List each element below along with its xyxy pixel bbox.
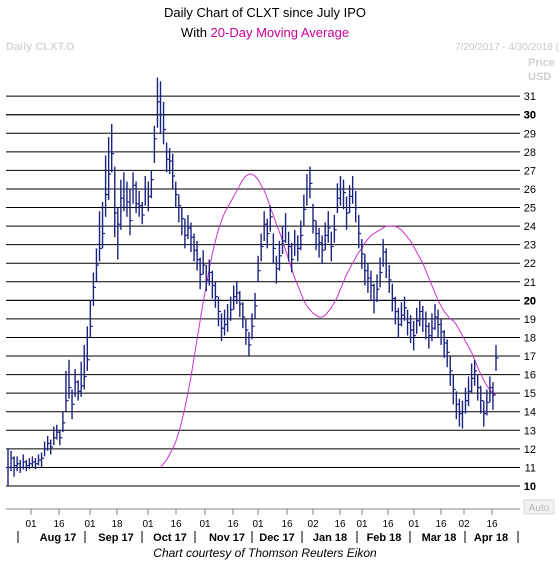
x-tick-label: 16 <box>435 519 447 530</box>
x-axis-ticks: 01 16 01 18 01 16 01 16 01 16 02 16 01 16 01 16 02 16 <box>25 509 498 530</box>
y-tick-label: 20 <box>524 295 536 307</box>
x-tick-label: 01 <box>199 519 211 530</box>
price-axis-label: Price <box>528 57 555 69</box>
chart-title: Daily Chart of CLXT since July IPO <box>164 5 366 20</box>
y-tick-label: 22 <box>524 258 536 270</box>
y-tick-label: 15 <box>524 388 536 400</box>
x-tick-label: 01 <box>408 519 420 530</box>
chart-subtitle-highlight: 20-Day Moving Average <box>211 25 350 40</box>
chart-subtitle-prefix: With <box>181 25 211 40</box>
x-tick-label: 01 <box>142 519 154 530</box>
x-tick-label: 01 <box>25 519 37 530</box>
y-tick-label: 24 <box>524 221 536 233</box>
grid-lines <box>6 95 520 487</box>
y-tick-label: 17 <box>524 351 536 363</box>
month-label: Oct 17 <box>153 532 187 544</box>
y-tick-label: 13 <box>524 425 536 437</box>
auto-button-label: Auto <box>529 503 550 514</box>
x-tick-label: 16 <box>227 519 239 530</box>
y-tick-label: 26 <box>524 184 536 196</box>
price-bars-series <box>7 77 499 487</box>
x-tick-label: 16 <box>486 519 498 530</box>
y-tick-label: 31 <box>524 91 536 103</box>
chart-subtitle: With 20-Day Moving Average <box>181 25 349 40</box>
y-tick-label: 21 <box>524 277 536 289</box>
moving-average-series <box>160 173 497 468</box>
auto-button[interactable] <box>523 499 555 515</box>
x-tick-label: 01 <box>84 519 96 530</box>
symbol-label: Daily CLXT.O <box>6 41 75 53</box>
y-tick-label: 20 <box>524 295 536 307</box>
x-tick-label: 01 <box>252 519 264 530</box>
x-tick-label: 16 <box>334 519 346 530</box>
y-tick-label: 16 <box>524 370 536 382</box>
month-label: Feb 18 <box>367 532 402 544</box>
month-label: Jan 18 <box>313 532 347 544</box>
y-tick-label: 18 <box>524 332 536 344</box>
y-tick-label: 30 <box>524 110 536 122</box>
y-tick-label: 28 <box>524 147 536 159</box>
month-label: Sep 17 <box>98 532 133 544</box>
x-tick-label: 02 <box>458 519 470 530</box>
y-tick-label: 14 <box>524 407 536 419</box>
y-tick-label: 29 <box>524 128 536 140</box>
y-tick-label: 12 <box>524 444 536 456</box>
x-tick-label: 16 <box>170 519 182 530</box>
chart-credit: Chart courtesy of Thomson Reuters Eikon <box>153 546 377 560</box>
month-label: Mar 18 <box>422 532 457 544</box>
x-axis-months: Aug 17 Sep 17 Oct 17 Nov 17 Dec 17 Jan 18 Feb … <box>17 531 519 544</box>
month-label: Apr 18 <box>474 532 508 544</box>
currency-axis-label: USD <box>528 71 551 83</box>
y-tick-label: 27 <box>524 165 536 177</box>
x-tick-label: 01 <box>356 519 368 530</box>
y-tick-label: 19 <box>524 314 536 326</box>
date-range-label: 7/20/2017 - 4/30/2018 ( <box>455 42 559 53</box>
y-axis: 1011121314151617181920202122232425262728… <box>524 91 536 493</box>
y-tick-label: 11 <box>525 462 536 474</box>
month-label: Dec 17 <box>259 532 294 544</box>
x-tick-label: 18 <box>111 519 123 530</box>
x-tick-label: 16 <box>281 519 293 530</box>
y-tick-label: 23 <box>524 240 536 252</box>
x-tick-label: 16 <box>53 519 65 530</box>
month-label: Nov 17 <box>209 532 245 544</box>
x-tick-label: 02 <box>307 519 319 530</box>
x-tick-label: 16 <box>382 519 394 530</box>
month-label: Aug 17 <box>40 532 77 544</box>
y-tick-label: 10 <box>524 481 536 493</box>
y-tick-label: 25 <box>524 203 536 215</box>
moving-average-line <box>160 173 497 468</box>
y-tick-label: 30 <box>524 110 536 122</box>
